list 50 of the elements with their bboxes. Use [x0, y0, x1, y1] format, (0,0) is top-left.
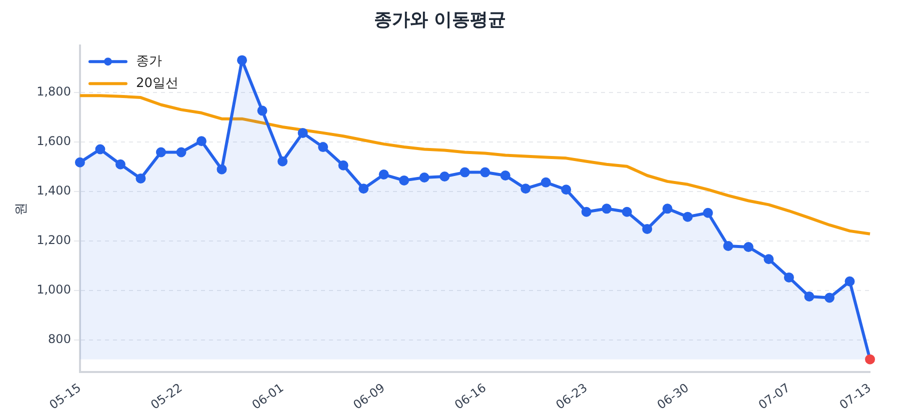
point: [500, 170, 510, 180]
legend-label: 종가: [136, 54, 162, 69]
y-tick-label: 800: [48, 332, 71, 346]
point: [581, 206, 592, 217]
point: [480, 167, 490, 178]
point: [399, 175, 410, 186]
y-tick-label: 1,400: [36, 184, 71, 198]
point: [682, 212, 693, 222]
y-axis-title: 원: [14, 202, 30, 216]
point: [216, 164, 227, 174]
point: [278, 156, 288, 166]
point: [743, 242, 754, 252]
point: [622, 206, 632, 217]
point: [136, 173, 146, 184]
y-tick-label: 1,000: [36, 282, 71, 297]
y-tick-label: 1,600: [36, 134, 71, 148]
point: [358, 184, 369, 194]
point: [338, 160, 348, 170]
point: [824, 292, 834, 303]
point: [602, 204, 612, 214]
point: [318, 142, 328, 152]
point: [460, 167, 470, 178]
point: [298, 128, 308, 138]
point: [378, 170, 389, 180]
y-tick-label: 1,200: [36, 233, 71, 248]
point: [237, 55, 248, 66]
point: [196, 136, 206, 146]
point: [702, 208, 713, 218]
point: [723, 241, 734, 252]
point: [156, 147, 166, 158]
point: [176, 147, 186, 158]
point: [520, 184, 531, 194]
point: [419, 172, 430, 182]
y-tick-label: 1,800: [36, 84, 71, 99]
point: [804, 291, 814, 302]
point: [257, 106, 268, 116]
point: [662, 204, 672, 214]
point: [440, 171, 450, 182]
point: [844, 276, 855, 286]
point: [540, 177, 551, 188]
point: [561, 184, 572, 195]
point: [74, 157, 85, 168]
point: [865, 354, 875, 364]
point: [784, 272, 794, 282]
point: [95, 144, 106, 154]
point: [115, 159, 126, 170]
chart-title: 종가와 이동평균: [374, 9, 506, 30]
point: [642, 224, 652, 234]
point: [764, 254, 774, 264]
legend-label: 20일선: [136, 76, 178, 91]
